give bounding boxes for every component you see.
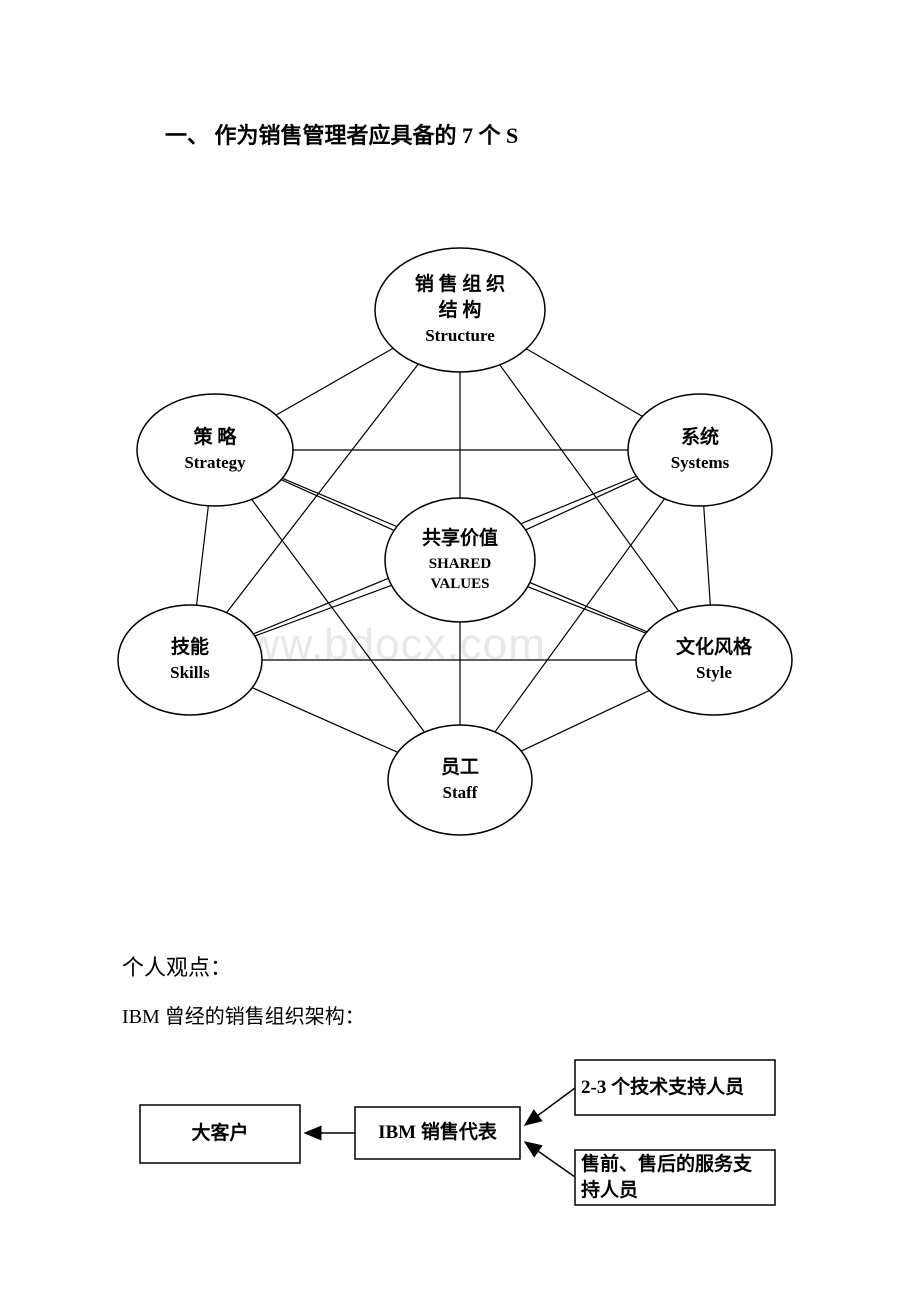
flow-label-tech: 2-3 个技术支持人员 (581, 1075, 769, 1101)
flow-arrow-tech-rep (525, 1088, 575, 1125)
node-label-style: 文化风格Style (641, 635, 787, 686)
flow-arrow-service-rep (525, 1142, 575, 1177)
node-label-skills: 技能Skills (123, 635, 257, 686)
node-label-structure: 销 售 组 织结 构Structure (380, 272, 540, 348)
ibm-structure-text: IBM 曾经的销售组织架构： (122, 1000, 365, 1029)
section-personal-view: 个人观点： (122, 950, 232, 982)
seven-s-diagram: 销 售 组 织结 构Structure 策 略Strategy 系统Systems 共… (100, 225, 820, 845)
node-label-staff: 员工Staff (393, 755, 527, 806)
node-label-strategy: 策 略Strategy (142, 425, 288, 476)
node-label-shared: 共享价值SHAREDVALUES (390, 526, 530, 594)
flow-label-customer: 大客户 (146, 1121, 294, 1147)
flow-label-service: 售前、售后的服务支持人员 (581, 1152, 769, 1203)
page-title: 一、 作为销售管理者应具备的 7 个 S (165, 118, 518, 150)
flow-label-rep: IBM 销售代表 (361, 1120, 514, 1146)
node-label-systems: 系统Systems (633, 425, 767, 476)
